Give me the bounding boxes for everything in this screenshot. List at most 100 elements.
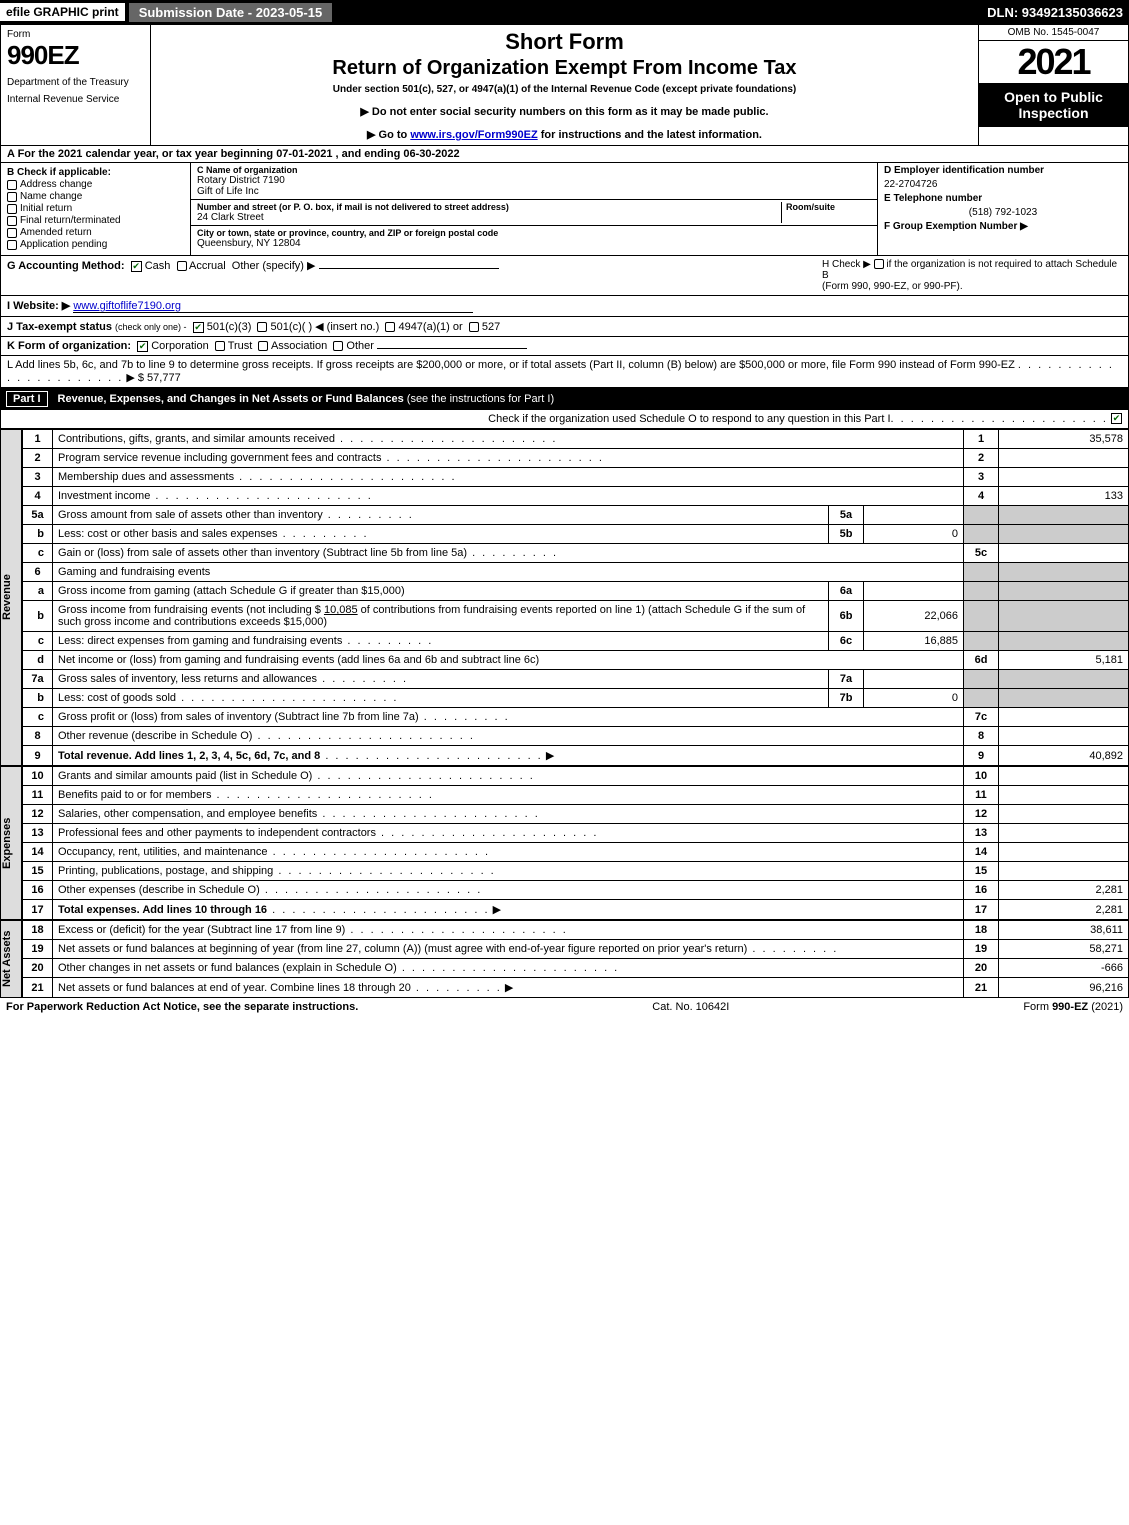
table-row: 3Membership dues and assessments3 bbox=[23, 468, 1129, 487]
website-link[interactable]: www.giftoflife7190.org bbox=[73, 300, 181, 312]
form-label: Form bbox=[7, 29, 144, 40]
table-row: cLess: direct expenses from gaming and f… bbox=[23, 632, 1129, 651]
chk-trust[interactable] bbox=[215, 341, 225, 351]
rn-17: 17 bbox=[964, 900, 999, 920]
rn-2: 2 bbox=[964, 449, 999, 468]
rn-18: 18 bbox=[964, 921, 999, 940]
ln-7a: 7a bbox=[23, 670, 53, 689]
net-assets-section: Net Assets 18Excess or (deficit) for the… bbox=[0, 920, 1129, 998]
table-row: 19Net assets or fund balances at beginni… bbox=[23, 940, 1129, 959]
rn-19: 19 bbox=[964, 940, 999, 959]
efile-label: efile GRAPHIC print bbox=[0, 3, 125, 21]
amt-16: 2,281 bbox=[999, 881, 1129, 900]
chk-name-change[interactable] bbox=[7, 192, 17, 202]
header-left: Form 990EZ Department of the Treasury In… bbox=[1, 25, 151, 145]
chk-other-org[interactable] bbox=[333, 341, 343, 351]
chk-initial-return[interactable] bbox=[7, 204, 17, 214]
amt-21: 96,216 bbox=[999, 978, 1129, 998]
k-label: K Form of organization: bbox=[7, 340, 131, 352]
ln-2: 2 bbox=[23, 449, 53, 468]
ln-5b: b bbox=[23, 525, 53, 544]
d-5c: Gain or (loss) from sale of assets other… bbox=[58, 547, 467, 559]
short-form-title: Short Form bbox=[159, 29, 970, 55]
rn-15: 15 bbox=[964, 862, 999, 881]
amt-14 bbox=[999, 843, 1129, 862]
d-2: Program service revenue including govern… bbox=[58, 452, 381, 464]
rn-3: 3 bbox=[964, 468, 999, 487]
box-5a: 5a bbox=[829, 506, 864, 525]
ln-11: 11 bbox=[23, 786, 53, 805]
chk-address-change[interactable] bbox=[7, 180, 17, 190]
amt-15 bbox=[999, 862, 1129, 881]
room-label: Room/suite bbox=[786, 202, 871, 212]
amt-5c bbox=[999, 544, 1129, 563]
net-assets-table: 18Excess or (deficit) for the year (Subt… bbox=[22, 920, 1129, 998]
irs-link[interactable]: www.irs.gov/Form990EZ bbox=[410, 129, 537, 141]
net-assets-side-label: Net Assets bbox=[0, 920, 22, 998]
table-row: bLess: cost or other basis and sales exp… bbox=[23, 525, 1129, 544]
chk-4947[interactable] bbox=[385, 322, 395, 332]
amt-1: 35,578 bbox=[999, 430, 1129, 449]
d-15: Printing, publications, postage, and shi… bbox=[58, 865, 273, 877]
ln-14: 14 bbox=[23, 843, 53, 862]
chk-schedule-o[interactable] bbox=[1111, 413, 1122, 424]
chk-h[interactable] bbox=[874, 259, 884, 269]
rn-16: 16 bbox=[964, 881, 999, 900]
line-a: A For the 2021 calendar year, or tax yea… bbox=[0, 146, 1129, 163]
part-1-sub: (see the instructions for Part I) bbox=[407, 393, 554, 405]
other-org-input[interactable] bbox=[377, 348, 527, 349]
chk-amended[interactable] bbox=[7, 228, 17, 238]
table-row: aGross income from gaming (attach Schedu… bbox=[23, 582, 1129, 601]
ln-17: 17 bbox=[23, 900, 53, 920]
boxv-5a bbox=[864, 506, 964, 525]
d-8: Other revenue (describe in Schedule O) bbox=[58, 730, 252, 742]
ln-12: 12 bbox=[23, 805, 53, 824]
table-row: 6Gaming and fundraising events bbox=[23, 563, 1129, 582]
part-1-check-text: Check if the organization used Schedule … bbox=[488, 413, 890, 425]
rn-13: 13 bbox=[964, 824, 999, 843]
chk-final-return[interactable] bbox=[7, 216, 17, 226]
amt-8 bbox=[999, 727, 1129, 746]
d-1: Contributions, gifts, grants, and simila… bbox=[58, 433, 335, 445]
group-exemption-label: F Group Exemption Number ▶ bbox=[884, 221, 1028, 232]
d-6: Gaming and fundraising events bbox=[58, 566, 210, 578]
chk-cash[interactable] bbox=[131, 261, 142, 272]
rn-20: 20 bbox=[964, 959, 999, 978]
chk-app-pending[interactable] bbox=[7, 240, 17, 250]
box-7a: 7a bbox=[829, 670, 864, 689]
chk-accrual[interactable] bbox=[177, 261, 187, 271]
ln-19: 19 bbox=[23, 940, 53, 959]
table-row: 1Contributions, gifts, grants, and simil… bbox=[23, 430, 1129, 449]
chk-assoc[interactable] bbox=[258, 341, 268, 351]
table-row: 5aGross amount from sale of assets other… bbox=[23, 506, 1129, 525]
l-text: L Add lines 5b, 6c, and 7b to line 9 to … bbox=[7, 359, 1015, 371]
g-label: G Accounting Method: bbox=[7, 260, 125, 272]
rn-5c: 5c bbox=[964, 544, 999, 563]
lbl-initial-return: Initial return bbox=[20, 203, 72, 214]
ln-16: 16 bbox=[23, 881, 53, 900]
dept-irs: Internal Revenue Service bbox=[7, 94, 144, 105]
chk-527[interactable] bbox=[469, 322, 479, 332]
ein-label: D Employer identification number bbox=[884, 165, 1044, 176]
expenses-side-label: Expenses bbox=[0, 766, 22, 920]
c-name-label: C Name of organization bbox=[197, 165, 871, 175]
j-sub: (check only one) - bbox=[115, 322, 187, 332]
chk-corp[interactable] bbox=[137, 341, 148, 352]
arrow-17: ▶ bbox=[493, 904, 501, 916]
d-14: Occupancy, rent, utilities, and maintena… bbox=[58, 846, 268, 858]
rn-8: 8 bbox=[964, 727, 999, 746]
table-row: 2 Program service revenue including gover… bbox=[23, 449, 1129, 468]
boxv-7b: 0 bbox=[864, 689, 964, 708]
ln-6c: c bbox=[23, 632, 53, 651]
lbl-accrual: Accrual bbox=[189, 260, 226, 272]
other-specify-input[interactable] bbox=[319, 268, 499, 269]
chk-501c[interactable] bbox=[257, 322, 267, 332]
form-header: Form 990EZ Department of the Treasury In… bbox=[0, 24, 1129, 146]
ln-9: 9 bbox=[23, 746, 53, 766]
table-row: 14 Occupancy, rent, utilities, and mainte… bbox=[23, 843, 1129, 862]
table-row: bGross income from fundraising events (n… bbox=[23, 601, 1129, 632]
goto-link-line: ▶ Go to www.irs.gov/Form990EZ for instru… bbox=[159, 128, 970, 141]
header-middle: Short Form Return of Organization Exempt… bbox=[151, 25, 978, 145]
d-20: Other changes in net assets or fund bala… bbox=[58, 962, 397, 974]
chk-501c3[interactable] bbox=[193, 322, 204, 333]
